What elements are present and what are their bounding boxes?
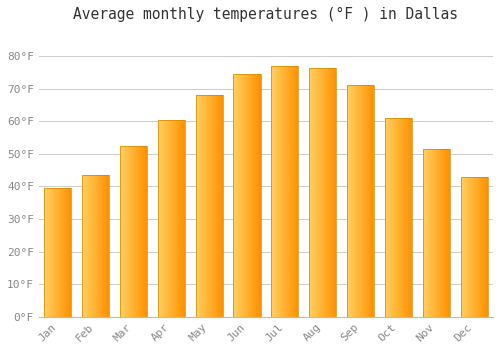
Bar xyxy=(347,85,374,317)
Bar xyxy=(120,146,147,317)
Bar xyxy=(234,74,260,317)
Bar xyxy=(385,118,412,317)
Bar xyxy=(82,175,109,317)
Bar xyxy=(460,177,488,317)
Bar xyxy=(271,66,298,317)
Bar xyxy=(309,68,336,317)
Title: Average monthly temperatures (°F ) in Dallas: Average monthly temperatures (°F ) in Da… xyxy=(74,7,458,22)
Bar xyxy=(196,95,223,317)
Bar xyxy=(158,120,185,317)
Bar xyxy=(44,188,72,317)
Bar xyxy=(422,149,450,317)
